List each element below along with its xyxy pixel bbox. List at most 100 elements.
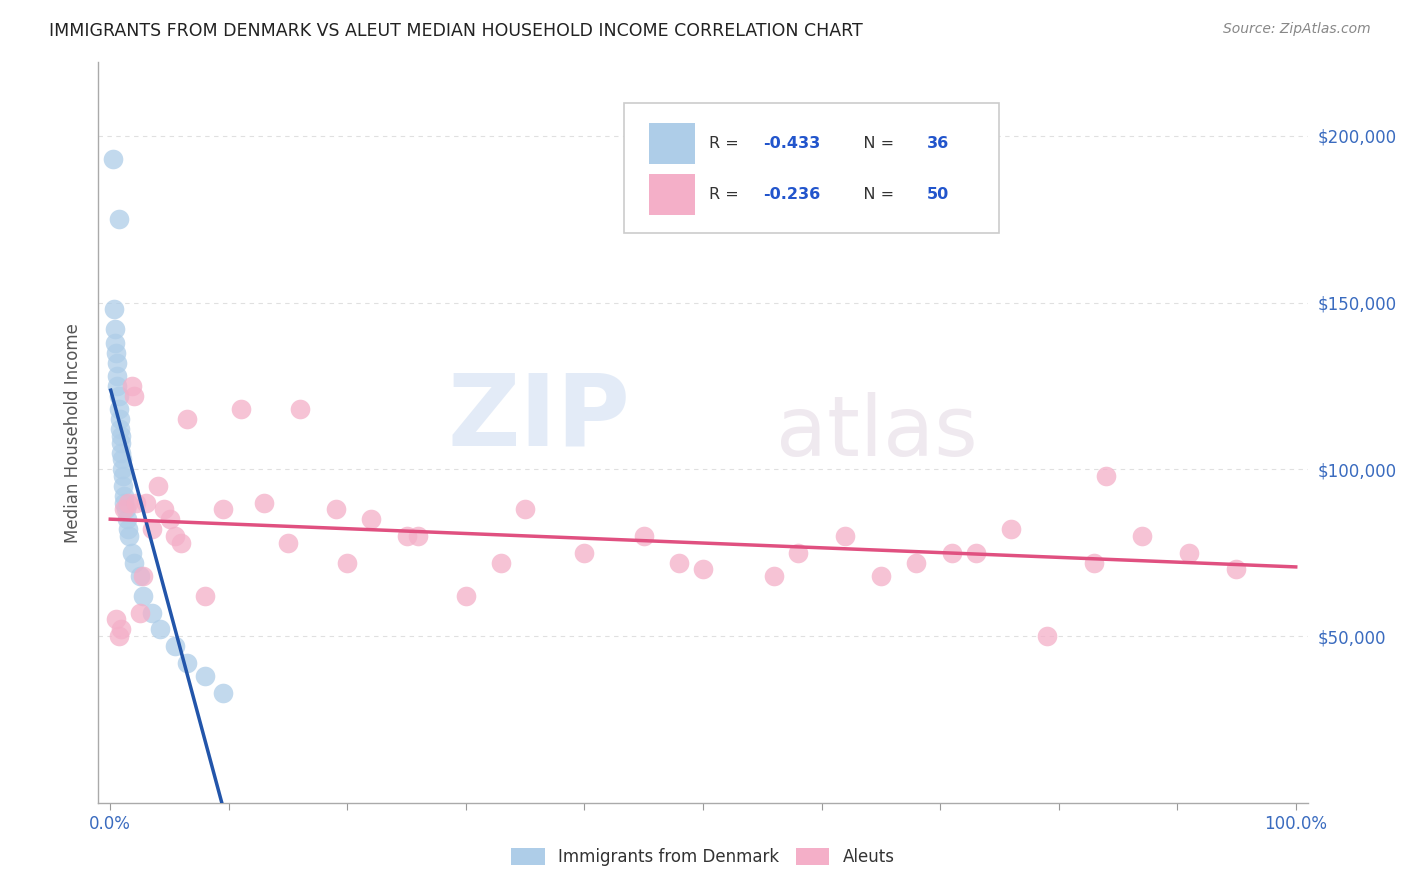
Point	[141, 606, 163, 620]
Point	[176, 412, 198, 426]
Point	[288, 402, 311, 417]
Point	[869, 569, 891, 583]
Point	[111, 452, 134, 467]
Text: N =: N =	[848, 136, 900, 151]
Point	[1083, 556, 1105, 570]
Text: R =: R =	[709, 187, 744, 202]
Text: -0.433: -0.433	[763, 136, 821, 151]
Point	[165, 639, 187, 653]
Point	[108, 412, 131, 426]
Point	[114, 502, 136, 516]
Point	[152, 502, 174, 516]
Point	[212, 686, 235, 700]
Point	[159, 512, 181, 526]
Text: -0.236: -0.236	[763, 187, 821, 202]
Point	[105, 368, 128, 383]
Point	[165, 529, 187, 543]
Point	[129, 606, 152, 620]
Point	[107, 402, 129, 417]
Point	[110, 445, 132, 459]
Point	[1000, 522, 1022, 536]
Point	[763, 569, 786, 583]
Point	[125, 496, 148, 510]
Point	[118, 529, 141, 543]
Point	[117, 522, 139, 536]
Point	[114, 489, 136, 503]
Point	[122, 556, 145, 570]
Point	[149, 623, 172, 637]
Point	[905, 556, 928, 570]
Point	[104, 335, 127, 350]
Text: R =: R =	[709, 136, 744, 151]
Point	[105, 379, 128, 393]
Point	[105, 612, 128, 626]
Point	[515, 502, 537, 516]
Text: 36: 36	[927, 136, 949, 151]
Point	[786, 546, 808, 560]
Point	[115, 512, 138, 526]
Point	[135, 496, 157, 510]
Point	[107, 389, 129, 403]
Text: N =: N =	[848, 187, 900, 202]
Point	[107, 629, 129, 643]
Point	[229, 402, 252, 417]
Point	[692, 562, 714, 576]
Point	[965, 546, 987, 560]
Point	[110, 435, 132, 450]
Legend: Immigrants from Denmark, Aleuts: Immigrants from Denmark, Aleuts	[505, 842, 901, 873]
Point	[104, 322, 127, 336]
Point	[112, 469, 135, 483]
Bar	[648, 175, 695, 215]
Point	[103, 302, 125, 317]
Point	[1036, 629, 1059, 643]
Point	[1130, 529, 1153, 543]
Point	[110, 429, 132, 443]
Text: atlas: atlas	[776, 392, 977, 473]
Text: IMMIGRANTS FROM DENMARK VS ALEUT MEDIAN HOUSEHOLD INCOME CORRELATION CHART: IMMIGRANTS FROM DENMARK VS ALEUT MEDIAN …	[49, 22, 863, 40]
Point	[253, 496, 276, 510]
Point	[834, 529, 856, 543]
Point	[129, 569, 152, 583]
Point	[360, 512, 382, 526]
Point	[112, 479, 135, 493]
Point	[454, 589, 477, 603]
Point	[111, 462, 134, 476]
Point	[146, 479, 169, 493]
Point	[121, 379, 143, 393]
FancyBboxPatch shape	[624, 103, 1000, 233]
Point	[105, 345, 128, 359]
Point	[1178, 546, 1201, 560]
Point	[110, 623, 132, 637]
Point	[105, 355, 128, 369]
Text: 50: 50	[927, 187, 949, 202]
Point	[170, 535, 193, 549]
Point	[633, 529, 655, 543]
Point	[122, 389, 145, 403]
Point	[277, 535, 299, 549]
Point	[101, 152, 124, 166]
Point	[395, 529, 418, 543]
Point	[107, 212, 129, 227]
Text: Source: ZipAtlas.com: Source: ZipAtlas.com	[1223, 22, 1371, 37]
Point	[194, 589, 217, 603]
Point	[1095, 469, 1118, 483]
Y-axis label: Median Household Income: Median Household Income	[65, 323, 83, 542]
Point	[132, 569, 155, 583]
Point	[114, 496, 136, 510]
Point	[941, 546, 963, 560]
Point	[668, 556, 690, 570]
Point	[117, 496, 139, 510]
Point	[491, 556, 513, 570]
Point	[574, 546, 596, 560]
Point	[408, 529, 430, 543]
Bar	[648, 123, 695, 164]
Point	[132, 589, 155, 603]
Point	[1225, 562, 1247, 576]
Point	[336, 556, 359, 570]
Point	[108, 422, 131, 436]
Point	[194, 669, 217, 683]
Text: ZIP: ZIP	[447, 369, 630, 467]
Point	[212, 502, 235, 516]
Point	[114, 502, 136, 516]
Point	[176, 656, 198, 670]
